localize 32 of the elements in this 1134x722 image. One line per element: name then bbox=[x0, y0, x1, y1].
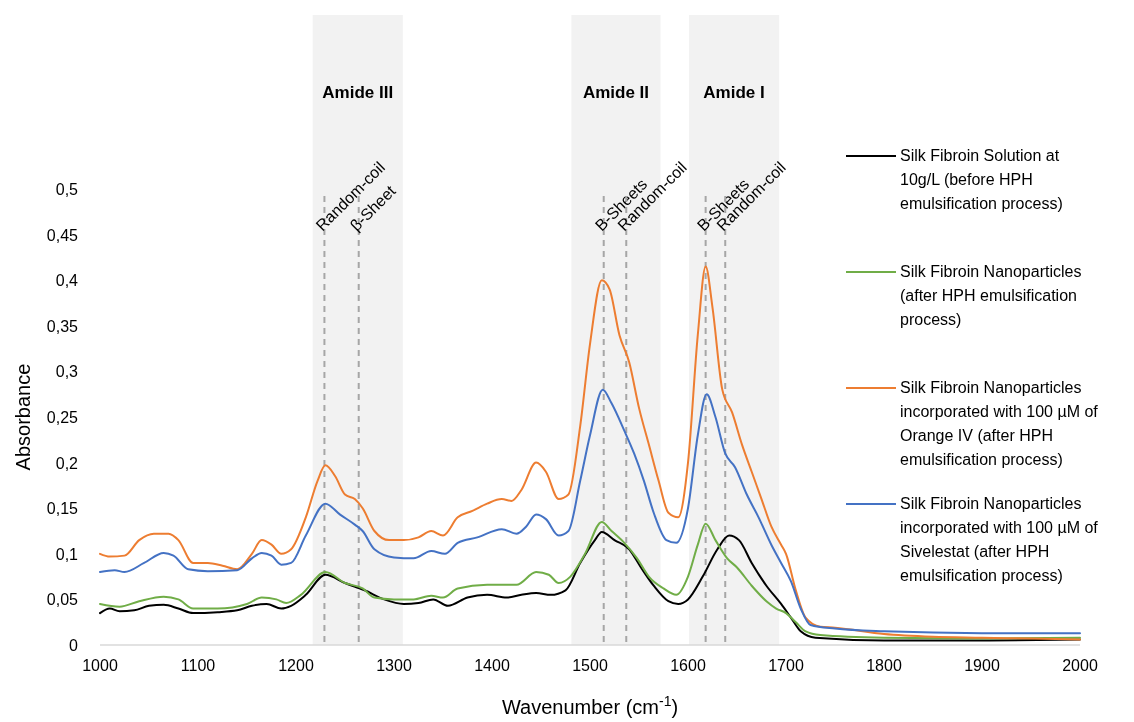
band-label: Amide III bbox=[322, 83, 394, 102]
y-tick-label: 0,1 bbox=[55, 545, 79, 563]
y-tick-label: 0,05 bbox=[46, 591, 79, 609]
x-tick-label: 1400 bbox=[474, 657, 510, 674]
x-tick-label: 1700 bbox=[768, 657, 804, 674]
line-series bbox=[99, 265, 1081, 641]
x-tick-label: 1800 bbox=[866, 657, 902, 674]
x-tick-label: 1600 bbox=[670, 657, 706, 674]
x-tick-label: 1300 bbox=[376, 657, 412, 674]
x-axis-title: Wavenumber (cm$^{-1}$) bbox=[501, 693, 679, 718]
y-tick-label: 0,3 bbox=[55, 363, 79, 381]
y-tick-label: 0 bbox=[69, 637, 79, 654]
x-tick-label: 1200 bbox=[278, 657, 314, 674]
y-axis-title: Absorbance bbox=[12, 363, 34, 471]
x-tick-label: 1100 bbox=[180, 657, 216, 674]
y-tick-label: 0,25 bbox=[46, 409, 79, 426]
legend-label: Silk Fibroin Nanoparticles incorporated with 100 µM of Sivelestat (after HPH emulsification process) bbox=[900, 495, 1099, 584]
y-tick-label: 0,5 bbox=[55, 181, 79, 198]
x-tick-label: 1500 bbox=[572, 657, 608, 674]
band-label: Amide II bbox=[582, 83, 650, 102]
x-tick-label: 1000 bbox=[82, 657, 118, 674]
y-tick-label: 0,15 bbox=[46, 500, 79, 518]
x-tick-label: 2000 bbox=[1062, 657, 1098, 674]
y-tick-label: 0,45 bbox=[46, 226, 79, 244]
y-tick-label: 0,4 bbox=[55, 272, 79, 290]
legend-label: Silk Fibroin Nanoparticles (after HPH emulsification process) bbox=[900, 263, 1082, 328]
band-label: Amide I bbox=[703, 83, 765, 102]
legend-label: Silk Fibroin Nanoparticles incorporated with 100 µM of Orange IV (after HPH emulsification process) bbox=[900, 379, 1099, 468]
legend-label: Silk Fibroin Solution at 10g/L (before HPH emulsification process) bbox=[900, 147, 1063, 212]
y-tick-label: 0,2 bbox=[55, 454, 79, 472]
y-tick-label: 0,35 bbox=[46, 317, 79, 335]
x-tick-label: 1900 bbox=[964, 657, 1000, 674]
